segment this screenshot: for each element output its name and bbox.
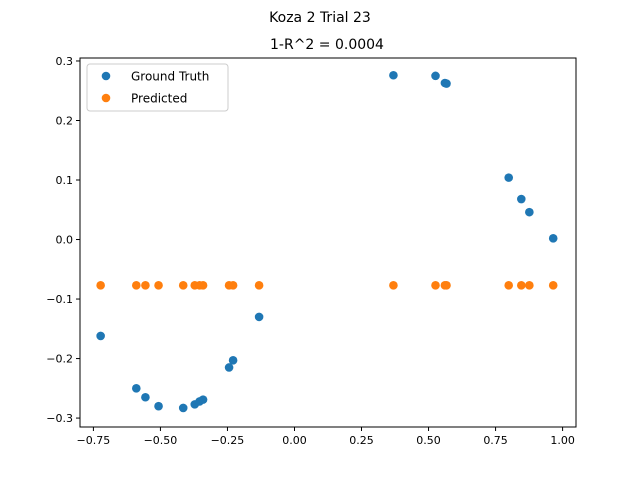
x-tick-label: −0.75 — [77, 434, 111, 447]
y-tick-label: 0.3 — [56, 55, 74, 68]
x-tick-label: −0.50 — [144, 434, 178, 447]
y-tick-label: −0.3 — [46, 412, 73, 425]
data-point — [141, 281, 150, 290]
data-point — [548, 281, 558, 290]
data-point — [254, 312, 264, 322]
data-point — [442, 281, 451, 290]
x-tick-label: 0.25 — [349, 434, 374, 447]
y-tick-label: 0.0 — [56, 234, 74, 247]
axis-ticks: −0.75 −0.50 −0.25 0.00 0.25 0.50 0.75 1.00 −0.3 −… — [46, 55, 575, 447]
data-point — [431, 281, 440, 290]
data-point — [525, 281, 534, 290]
data-point — [178, 281, 188, 290]
series-predicted — [96, 281, 558, 290]
legend-label: Predicted — [131, 92, 187, 106]
data-point — [517, 194, 526, 204]
data-point — [132, 281, 141, 290]
data-point — [504, 173, 514, 182]
data-point — [198, 281, 208, 290]
y-tick-label: −0.1 — [46, 293, 73, 306]
data-point — [389, 281, 398, 290]
data-point — [228, 356, 238, 365]
y-tick-label: 0.2 — [56, 114, 74, 127]
legend-marker — [101, 71, 111, 81]
x-tick-label: 0.00 — [282, 434, 307, 447]
series-ground-truth — [96, 70, 558, 413]
data-point — [96, 281, 105, 290]
data-point — [154, 401, 163, 411]
x-tick-label: 0.50 — [416, 434, 441, 447]
data-point — [548, 234, 558, 243]
data-point — [96, 331, 105, 341]
x-tick-label: −0.25 — [211, 434, 245, 447]
data-point — [178, 403, 188, 413]
axes-frame — [79, 57, 577, 428]
x-tick-label: 1.00 — [550, 434, 575, 447]
data-point — [254, 281, 264, 290]
data-point — [442, 79, 451, 88]
data-point — [132, 384, 141, 393]
data-point — [517, 281, 526, 290]
data-point — [198, 395, 208, 404]
y-tick-label: 0.1 — [56, 174, 74, 187]
y-tick-label: −0.2 — [46, 353, 73, 366]
legend-box — [86, 63, 229, 112]
data-points — [96, 70, 558, 413]
legend-label: Ground Truth — [131, 70, 209, 84]
legend: Ground Truth Predicted — [86, 63, 229, 112]
data-point — [228, 281, 238, 290]
data-point — [154, 281, 163, 290]
data-point — [504, 281, 514, 290]
figure-title: Koza 2 Trial 23 — [269, 10, 371, 26]
data-point — [389, 70, 398, 80]
data-point — [141, 392, 150, 402]
legend-marker — [101, 93, 111, 103]
x-tick-label: 0.75 — [483, 434, 508, 447]
data-point — [525, 207, 534, 217]
data-point — [224, 363, 234, 372]
chart-title: 1-R^2 = 0.0004 — [270, 37, 384, 53]
data-point — [431, 71, 440, 81]
